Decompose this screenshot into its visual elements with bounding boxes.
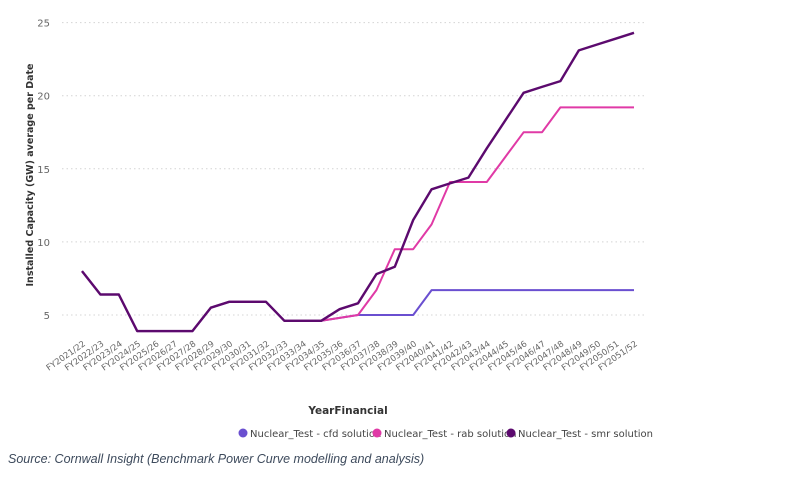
source-note: Source: Cornwall Insight (Benchmark Powe…: [8, 452, 425, 466]
series-line-1: [81, 106, 634, 333]
x-axis-title: YearFinancial: [307, 405, 387, 417]
line-chart: 510152025FY2021/22FY2022/23FY2023/24FY20…: [25, 19, 653, 440]
legend-marker: [238, 428, 248, 438]
y-tick-label: 5: [44, 311, 50, 322]
legend-marker: [506, 428, 516, 438]
y-tick-label: 25: [37, 19, 50, 30]
legend-marker: [372, 428, 382, 438]
y-tick-label: 10: [37, 238, 50, 249]
y-axis-title: Installed Capacity (GW) average per Date: [25, 64, 36, 287]
y-tick-label: 15: [37, 165, 50, 176]
legend-label: Nuclear_Test - smr solution: [518, 429, 653, 440]
legend-label: Nuclear_Test - cfd solution: [250, 429, 381, 440]
series-line-2: [81, 31, 635, 333]
y-tick-label: 20: [37, 92, 50, 103]
legend-label: Nuclear_Test - rab solution: [384, 429, 517, 440]
